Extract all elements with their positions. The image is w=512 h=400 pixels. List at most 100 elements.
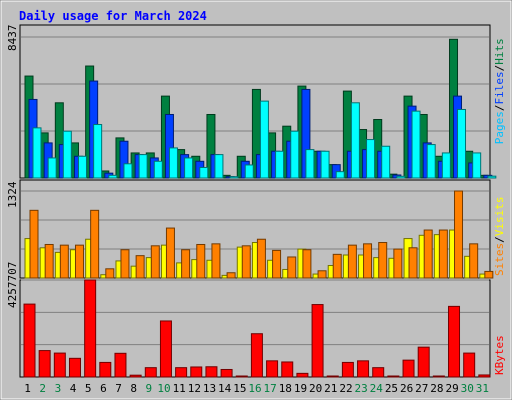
bar-sites-31 xyxy=(484,270,494,279)
bar-kbytes-27 xyxy=(417,346,430,378)
bar-kbytes-5 xyxy=(84,279,97,378)
bar-pages-29 xyxy=(457,108,467,179)
bar-fill xyxy=(372,367,385,378)
bar-fill xyxy=(99,361,112,378)
bar-kbytes-30 xyxy=(463,352,476,378)
bar-sites-28 xyxy=(438,229,448,279)
bar-fill xyxy=(175,367,188,378)
bar-fill xyxy=(457,108,467,179)
bar-sites-3 xyxy=(59,244,69,279)
bar-pages-31 xyxy=(487,175,497,179)
bar-fill xyxy=(290,130,300,179)
bar-sites-18 xyxy=(287,256,297,279)
legend-text: Sites/Visits xyxy=(493,197,506,277)
bar-sites-17 xyxy=(272,249,282,279)
bar-sites-20 xyxy=(317,270,327,279)
bar-fill xyxy=(469,243,479,279)
x-tick-label: 14 xyxy=(218,382,232,395)
bar-sites-15 xyxy=(241,245,251,279)
bar-pages-10 xyxy=(168,147,178,179)
x-tick-label: 3 xyxy=(55,382,62,395)
x-tick-label: 26 xyxy=(400,382,413,395)
bar-sites-4 xyxy=(74,244,84,279)
x-tick-label: 9 xyxy=(146,382,153,395)
bar-fill xyxy=(59,244,69,279)
bar-pages-11 xyxy=(184,157,194,179)
bar-kbytes-26 xyxy=(402,359,415,378)
legend-entry: Visits xyxy=(493,197,506,237)
bar-fill xyxy=(487,175,497,179)
bar-fill xyxy=(393,248,403,279)
bar-pages-16 xyxy=(259,100,269,179)
x-tick-label: 12 xyxy=(188,382,201,395)
x-tick-label: 17 xyxy=(264,382,277,395)
bar-kbytes-13 xyxy=(205,366,218,378)
bar-fill xyxy=(432,375,445,378)
x-tick-label: 29 xyxy=(445,382,458,395)
legend-3: KBytes xyxy=(493,335,506,375)
legend-entry: / xyxy=(493,65,506,72)
bar-fill xyxy=(259,100,269,179)
bar-fill xyxy=(272,249,282,279)
bar-sites-6 xyxy=(105,268,115,279)
bar-kbytes-19 xyxy=(296,372,309,378)
bar-fill xyxy=(120,249,130,279)
x-axis-labels: 1 2 3 4 5 6 7 8 9 10 11 12 13 14 15 16 17 18 19 20 21 22 23 24 2… xyxy=(24,382,489,395)
bar-fill xyxy=(463,352,476,378)
bar-pages-21 xyxy=(335,171,345,179)
bar-fill xyxy=(408,247,418,279)
bar-fill xyxy=(47,157,57,179)
bar-fill xyxy=(68,357,81,378)
bar-sites-13 xyxy=(211,243,221,279)
bar-sites-21 xyxy=(332,253,342,279)
bar-fill xyxy=(190,366,203,378)
legend-2: Sites/Visits xyxy=(493,197,506,277)
legend-entry: / xyxy=(493,236,506,243)
bar-fill xyxy=(426,144,436,179)
bar-sites-7 xyxy=(120,249,130,279)
x-tick-label: 8 xyxy=(130,382,137,395)
x-tick-label: 5 xyxy=(85,382,92,395)
bar-pages-4 xyxy=(77,155,87,179)
bar-kbytes-17 xyxy=(266,360,279,378)
bar-fill xyxy=(29,209,39,279)
chart-title: Daily usage for March 2024 xyxy=(19,9,207,23)
bar-kbytes-29 xyxy=(448,305,461,378)
bar-pages-17 xyxy=(275,150,285,179)
x-tick-label: 16 xyxy=(248,382,261,395)
bar-kbytes-15 xyxy=(235,375,248,378)
bar-fill xyxy=(402,359,415,378)
bar-fill xyxy=(305,149,315,179)
bar-pages-2 xyxy=(47,157,57,179)
bar-fill xyxy=(347,244,357,279)
legend-entry: / xyxy=(493,104,506,111)
bar-fill xyxy=(153,160,163,179)
bar-sites-22 xyxy=(347,244,357,279)
bar-fill xyxy=(448,305,461,378)
panel-3: 4257707 KBytes xyxy=(6,262,506,378)
bar-pages-8 xyxy=(138,154,148,179)
bar-fill xyxy=(332,253,342,279)
bar-fill xyxy=(484,270,494,279)
y-max-label: 4257707 xyxy=(6,262,19,308)
bar-fill xyxy=(417,346,430,378)
bar-kbytes-8 xyxy=(129,374,142,378)
bar-sites-2 xyxy=(44,243,54,279)
bar-fill xyxy=(220,368,233,378)
bar-fill xyxy=(38,350,51,378)
bar-kbytes-4 xyxy=(68,357,81,378)
bar-kbytes-20 xyxy=(311,304,324,378)
bar-kbytes-6 xyxy=(99,361,112,378)
bar-kbytes-24 xyxy=(372,367,385,378)
legend-text: Pages/Files/Hits xyxy=(493,38,506,144)
bar-fill xyxy=(150,245,160,279)
bar-kbytes-28 xyxy=(432,375,445,378)
x-tick-label: 2 xyxy=(39,382,46,395)
bar-pages-30 xyxy=(472,152,482,179)
bar-kbytes-3 xyxy=(53,352,66,378)
x-tick-label: 28 xyxy=(430,382,443,395)
bar-fill xyxy=(281,361,294,378)
bar-sites-9 xyxy=(150,245,160,279)
bar-fill xyxy=(320,150,330,179)
